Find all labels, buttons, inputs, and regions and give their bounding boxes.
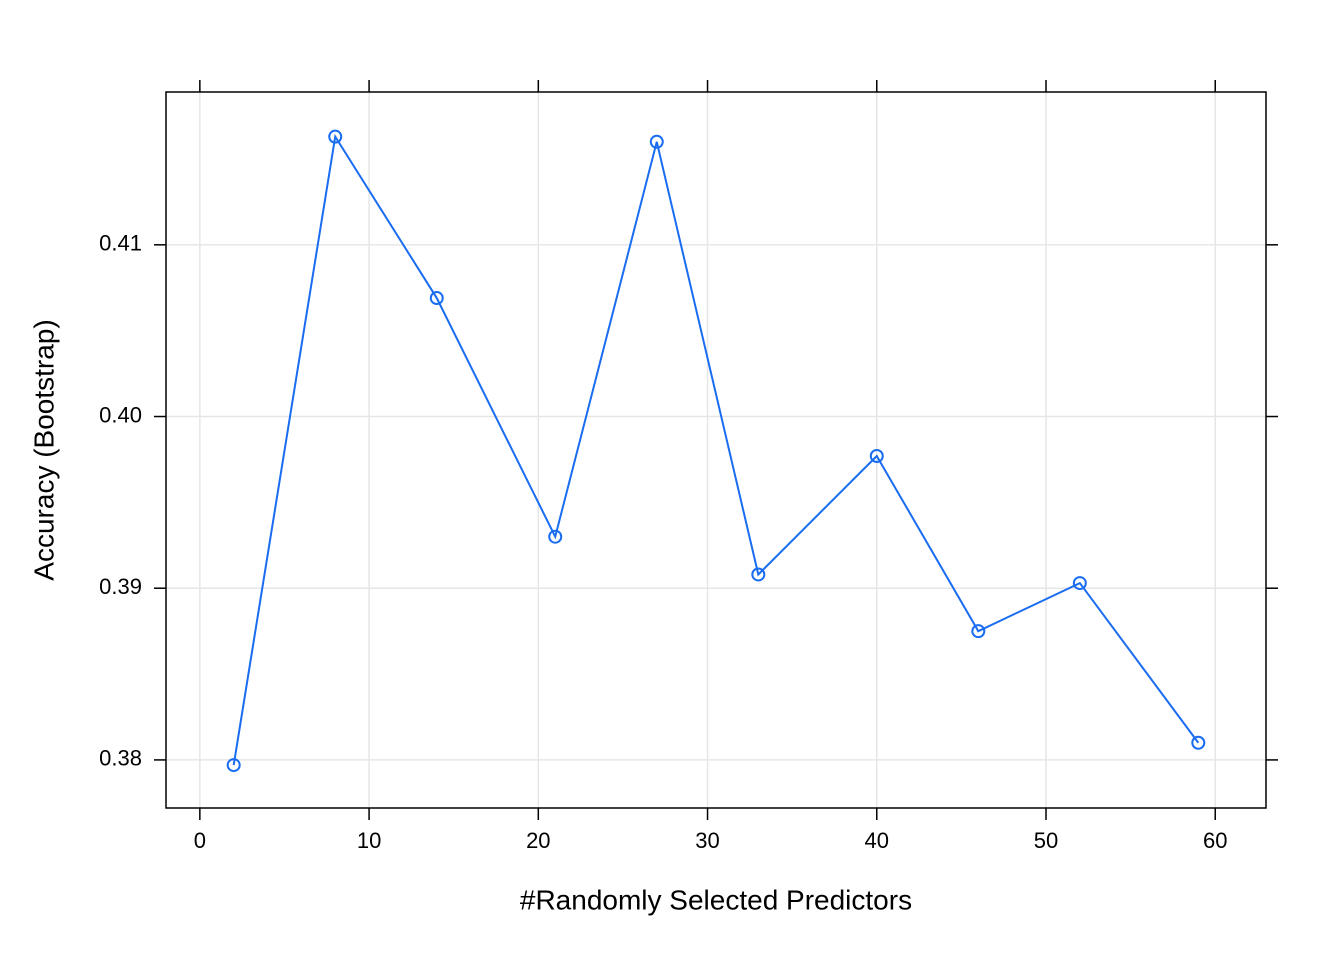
y-tick-label: 0.40	[99, 402, 142, 427]
data-point	[548, 529, 563, 544]
data-point	[869, 449, 884, 464]
y-tick-label: 0.41	[99, 231, 142, 256]
data-point	[1191, 735, 1206, 750]
x-tick-label: 50	[1034, 828, 1058, 853]
plot-frame	[165, 91, 1267, 809]
x-tick-label: 40	[865, 828, 889, 853]
data-point	[971, 624, 986, 639]
x-tick-label: 0	[194, 828, 206, 853]
x-tick-label: 10	[357, 828, 381, 853]
x-tick-label: 60	[1203, 828, 1227, 853]
x-axis-title: #Randomly Selected Predictors	[520, 884, 912, 915]
data-point	[1072, 576, 1087, 591]
data-point	[751, 567, 766, 582]
data-point	[429, 291, 444, 306]
x-tick-label: 30	[695, 828, 719, 853]
y-tick-label: 0.39	[99, 574, 142, 599]
data-point	[649, 134, 664, 149]
data-point	[328, 129, 343, 144]
series-line	[232, 133, 1200, 766]
grid	[166, 92, 1266, 808]
x-tick-label: 20	[526, 828, 550, 853]
y-tick-label: 0.38	[99, 746, 142, 771]
data-point	[226, 758, 241, 773]
y-axis-title: Accuracy (Bootstrap)	[28, 319, 59, 580]
